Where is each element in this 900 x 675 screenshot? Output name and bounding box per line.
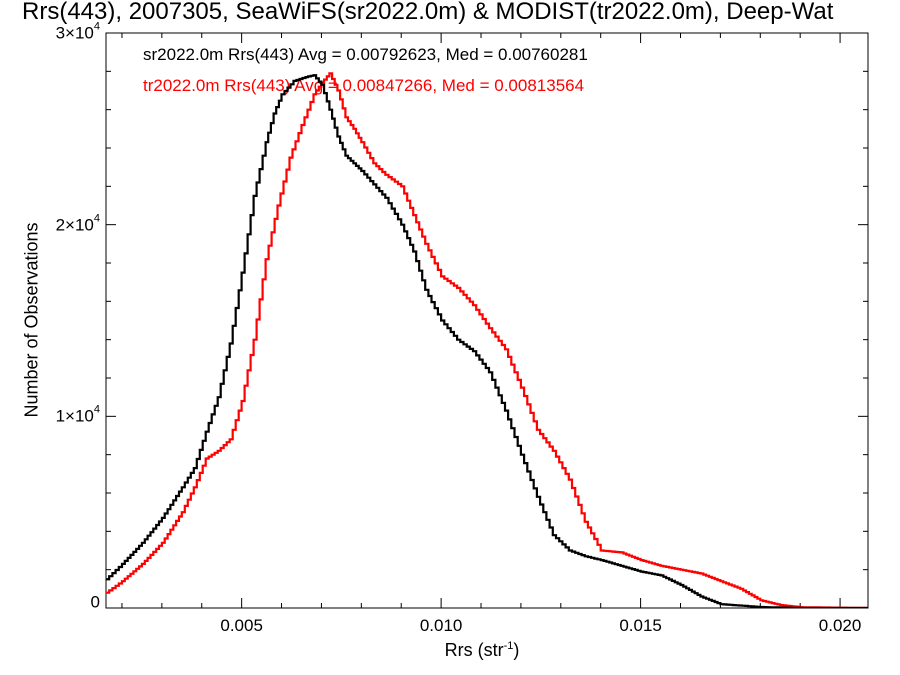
y-tick-label-text: 1×10 <box>55 406 94 426</box>
plot-frame <box>105 32 869 609</box>
x-axis-label-main: Rrs (str <box>444 640 504 660</box>
x-tick-label: 0.005 <box>220 616 263 635</box>
x-tick-label: 0.020 <box>818 616 862 635</box>
series-line-red <box>106 72 868 608</box>
y-tick-label-text: 2×10 <box>55 214 94 234</box>
x-axis-label: Rrs (str-1) <box>445 640 520 661</box>
y-tick-label-text: 0 <box>90 592 100 612</box>
x-tick-label: 0.015 <box>619 616 662 635</box>
x-axis-label-close: ) <box>513 640 520 660</box>
y-tick-label-text: 3×10 <box>55 23 94 43</box>
x-tick-label: 0.010 <box>419 616 463 635</box>
y-tick-label-exponent: 4 <box>93 212 100 225</box>
y-tick-label: 2×104 <box>55 212 100 235</box>
y-tick-label: 1×104 <box>55 404 100 427</box>
y-tick-label: 3×104 <box>55 20 100 44</box>
annotation-series-2-stats: tr2022.0m Rrs(443) Avg = 0.00847266, Med… <box>143 76 585 95</box>
y-tick-label-exponent: 4 <box>93 20 100 33</box>
series-line-black <box>106 74 868 608</box>
y-tick-label: 0 <box>91 592 100 613</box>
y-tick-label-exponent: 4 <box>93 404 100 416</box>
chart-title: Rrs(443), 2007305, SeaWiFS(sr2022.0m) & … <box>22 0 834 25</box>
x-axis-label-exponent: -1 <box>503 640 514 652</box>
annotation-series-1-stats: sr2022.0m Rrs(443) Avg = 0.00792623, Med… <box>143 45 588 64</box>
